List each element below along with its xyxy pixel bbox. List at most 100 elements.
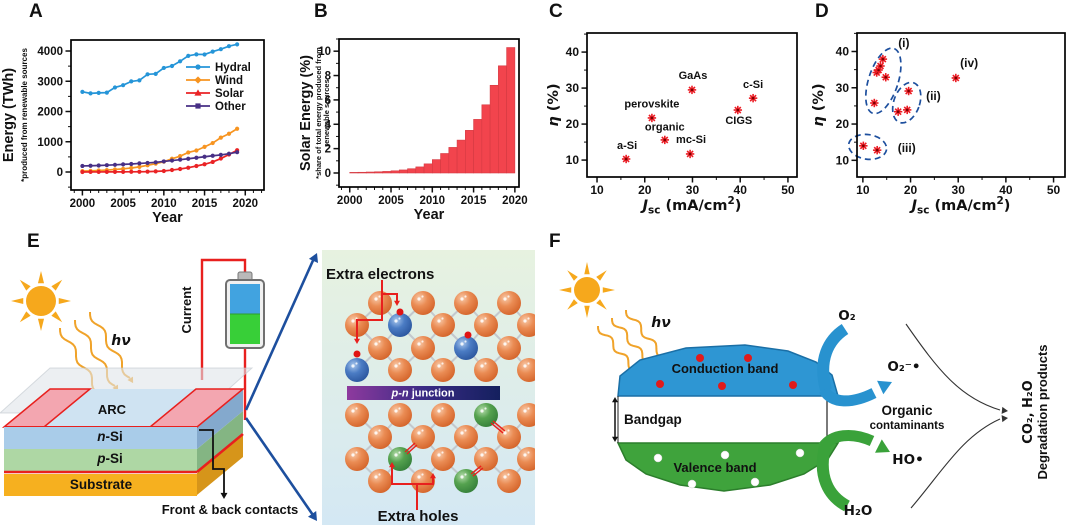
svg-text:40: 40 [566,45,580,59]
o2-ribbon-arrowhead-icon [877,380,892,395]
bar-2012 [448,147,458,174]
superoxide-label: O₂⁻• [887,359,920,375]
hole-dot [687,479,697,489]
point-label-perovskite: perovskite [624,99,679,111]
photon-wave-icon [597,325,637,373]
svg-text:0: 0 [57,167,63,179]
bar-2006 [398,169,408,174]
acceptor-atom [388,447,412,471]
p-type-lattice [345,403,535,493]
series-hydral [80,42,240,96]
svg-text:2000: 2000 [337,195,363,207]
si-atom [388,403,412,427]
si-atom [431,313,455,337]
svg-text:30: 30 [566,81,580,95]
h2o-ribbon-arrowhead-icon [875,439,890,453]
si-atom [411,469,435,493]
bar-2007 [407,168,417,174]
valence-band-label: Valence band [673,460,756,475]
si-atom [517,447,535,471]
p-si-side [197,411,243,471]
legend-label-solar: Solar [215,88,244,100]
bar-2004 [382,171,392,174]
svg-text:2: 2 [325,144,331,156]
group-label-(iv): (iv) [960,56,978,70]
data-point-asterisk [660,135,669,145]
y-axis-title: η (%) [546,83,562,126]
hv-photon-label: hν [651,315,671,331]
acceptor-atom [454,469,478,493]
sun-icon [559,262,615,318]
lattice-inset: p-n junction Extra electrons Extra holes [326,266,535,525]
substrate-label: Substrate [70,477,133,492]
si-atom [474,358,498,382]
data-point-asterisk [876,61,885,71]
data-point-asterisk [733,105,743,115]
series-other [80,150,240,169]
si-atom [454,291,478,315]
svg-text:30: 30 [686,183,700,197]
electron-dot [789,381,797,389]
degradation-curve-top [905,323,1001,411]
svg-text:10: 10 [566,153,580,167]
svg-text:50: 50 [781,183,795,197]
arrowhead-icon [430,473,436,479]
acceptor-atom [474,403,498,427]
point-label-organic: organic [645,122,685,134]
hole-dot [750,477,760,487]
si-atom [497,291,521,315]
group-ellipse-(iii) [847,133,888,161]
n-si-front [4,427,197,449]
axes-ticks: 10 20 30 40 50 10 20 30 40 [566,33,795,197]
bar-2009 [423,163,433,174]
svg-text:2010: 2010 [151,198,177,210]
svg-text:20: 20 [836,117,850,131]
pn-junction-label: p-n junction [391,388,455,400]
data-point-asterisk [870,98,879,108]
svg-text:4000: 4000 [37,46,63,58]
svg-text:4: 4 [325,119,332,131]
degradation-arrow-icon [1001,415,1008,423]
p-si-front [4,449,197,471]
electron-dot [353,350,361,358]
x-axis-title: Jsc (mA/cm2) [640,195,742,217]
data-point-asterisk [859,141,868,151]
zoom-arrow-up-icon [308,253,319,263]
bar-2013 [456,139,466,174]
data-point-asterisk [872,145,882,155]
legend-label-other: Other [215,101,246,113]
data-point-asterisk [904,86,913,96]
x-axis-title: Year [414,207,445,223]
y-axis-title: Energy (TWh) [1,68,17,162]
si-atom [517,358,535,382]
bandgap-arrow-down-icon [612,436,618,442]
electron-dot [744,354,752,362]
data-point-asterisk [903,105,912,115]
data-point-asterisk [621,154,631,164]
data-point-asterisk [878,54,888,64]
conduction-band-shape [617,344,839,397]
svg-text:1000: 1000 [37,137,63,149]
h2o-label: H₂O [844,503,873,519]
bar-2018 [498,65,507,174]
group-label-(iii): (iii) [898,141,916,155]
organic-label: Organic [881,403,933,418]
zoom-arrow-down-icon [307,511,317,521]
si-atom [474,447,498,471]
svg-text:40: 40 [999,183,1013,197]
series-solar [80,148,240,175]
si-atom [474,313,498,337]
si-atom [345,403,369,427]
panel-label-e: E [27,231,40,252]
si-atom [411,425,435,449]
data-point-asterisk [951,73,961,83]
svg-text:2020: 2020 [502,195,528,207]
x-axis-title: Jsc (mA/cm2) [909,195,1011,217]
electron-dot [696,354,704,362]
substrate-front [4,474,197,496]
o2-ribbon-out [819,386,877,407]
point-label-c-Si: c-Si [743,79,763,91]
svg-text:50: 50 [1047,183,1061,197]
